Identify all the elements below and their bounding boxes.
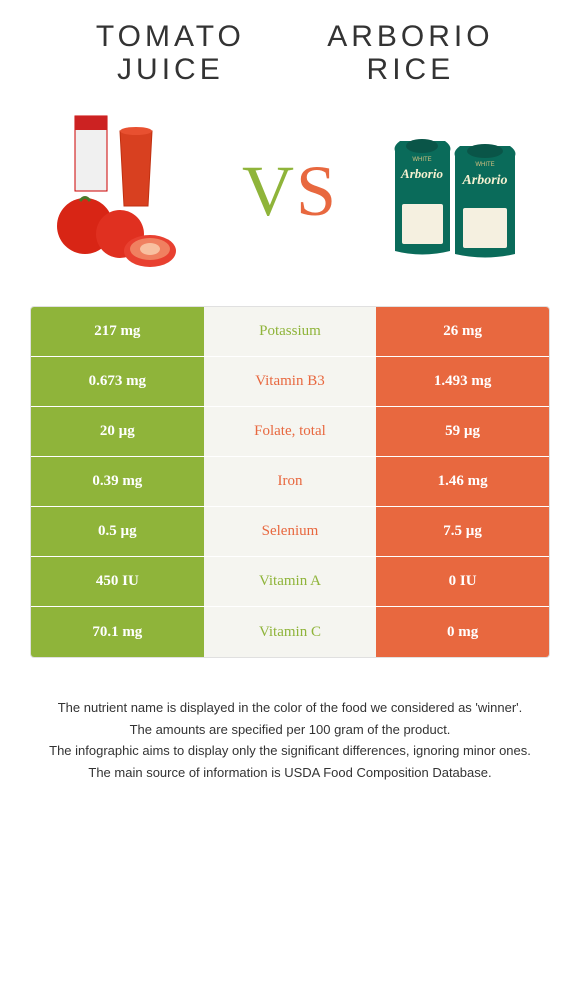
table-row: 20 µgFolate, total59 µg — [31, 407, 549, 457]
nutrient-name-cell: Iron — [204, 457, 377, 506]
header-titles-row: Tomato juice Arborio rice — [20, 20, 560, 86]
nutrient-name-cell: Selenium — [204, 507, 377, 556]
footnote-line: The amounts are specified per 100 gram o… — [40, 720, 540, 740]
right-value-cell: 0 mg — [376, 607, 549, 657]
left-value-cell: 0.5 µg — [31, 507, 204, 556]
right-value-cell: 26 mg — [376, 307, 549, 356]
footnote-line: The main source of information is USDA F… — [40, 763, 540, 783]
left-value-cell: 0.39 mg — [31, 457, 204, 506]
left-value-cell: 450 IU — [31, 557, 204, 606]
svg-text:WHITE: WHITE — [475, 162, 494, 168]
images-row: VS Arborio WHITE Arborio WHITE — [20, 106, 560, 276]
left-value-cell: 217 mg — [31, 307, 204, 356]
nutrient-name-cell: Folate, total — [204, 407, 377, 456]
right-food-image: Arborio WHITE Arborio WHITE — [370, 106, 540, 276]
left-food-title: Tomato juice — [50, 20, 291, 86]
table-row: 0.673 mgVitamin B31.493 mg — [31, 357, 549, 407]
nutrient-name-cell: Vitamin B3 — [204, 357, 377, 406]
right-food-title: Arborio rice — [291, 20, 530, 86]
footnotes: The nutrient name is displayed in the co… — [20, 688, 560, 794]
right-value-cell: 7.5 µg — [376, 507, 549, 556]
svg-text:WHITE: WHITE — [412, 157, 431, 163]
right-value-cell: 1.46 mg — [376, 457, 549, 506]
left-food-image — [40, 106, 210, 276]
table-row: 217 mgPotassium26 mg — [31, 307, 549, 357]
nutrient-name-cell: Vitamin C — [204, 607, 377, 657]
svg-text:Arborio: Arborio — [400, 166, 443, 181]
left-value-cell: 70.1 mg — [31, 607, 204, 657]
right-value-cell: 59 µg — [376, 407, 549, 456]
footnote-line: The infographic aims to display only the… — [40, 741, 540, 761]
table-row: 0.39 mgIron1.46 mg — [31, 457, 549, 507]
comparison-table: 217 mgPotassium26 mg0.673 mgVitamin B31.… — [30, 306, 550, 658]
table-row: 0.5 µgSelenium7.5 µg — [31, 507, 549, 557]
footnote-line: The nutrient name is displayed in the co… — [40, 698, 540, 718]
right-value-cell: 0 IU — [376, 557, 549, 606]
nutrient-name-cell: Potassium — [204, 307, 377, 356]
vs-label: VS — [242, 150, 338, 233]
left-value-cell: 20 µg — [31, 407, 204, 456]
right-value-cell: 1.493 mg — [376, 357, 549, 406]
left-value-cell: 0.673 mg — [31, 357, 204, 406]
nutrient-name-cell: Vitamin A — [204, 557, 377, 606]
table-row: 450 IUVitamin A0 IU — [31, 557, 549, 607]
table-row: 70.1 mgVitamin C0 mg — [31, 607, 549, 657]
svg-text:Arborio: Arborio — [461, 173, 507, 188]
